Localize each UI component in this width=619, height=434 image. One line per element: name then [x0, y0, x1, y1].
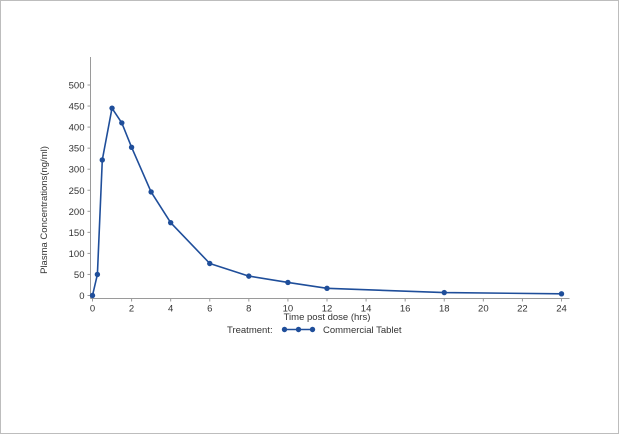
- data-point: [128, 144, 135, 151]
- legend: Treatment: Commercial Tablet: [227, 325, 402, 336]
- legend-marker: [281, 326, 288, 333]
- axes: [90, 57, 570, 299]
- y-tick-label: 350: [69, 144, 85, 155]
- legend-marker: [295, 326, 302, 333]
- y-tick-label: 400: [69, 123, 85, 134]
- y-axis-ticks: 0 50 100 150 200 250 300 350 400 450 500: [69, 81, 91, 302]
- y-tick-label: 150: [69, 228, 85, 239]
- data-point: [207, 260, 213, 267]
- y-tick-label: 50: [74, 270, 85, 281]
- data-point: [324, 285, 330, 292]
- x-tick-label: 0: [90, 304, 95, 315]
- data-point: [89, 292, 96, 299]
- data-point: [167, 219, 174, 226]
- y-tick-label: 450: [69, 102, 85, 113]
- y-tick-label: 500: [69, 81, 85, 92]
- data-point: [558, 291, 565, 297]
- y-tick-label: 300: [69, 165, 85, 176]
- y-tick-label: 100: [69, 249, 85, 260]
- x-tick-label: 18: [439, 304, 450, 315]
- data-point: [99, 157, 105, 163]
- legend-swatch: [281, 326, 316, 333]
- x-tick-label: 24: [556, 304, 567, 315]
- data-point: [285, 279, 291, 286]
- y-tick-label: 200: [69, 207, 85, 218]
- series-group: [89, 105, 565, 299]
- x-tick-label: 16: [400, 304, 411, 315]
- data-point: [441, 289, 447, 296]
- x-tick-label: 2: [129, 304, 134, 315]
- legend-series-label: Commercial Tablet: [323, 325, 402, 336]
- y-axis-title: Plasma Concentrations(ng/ml): [39, 146, 50, 274]
- data-point: [148, 189, 154, 195]
- x-axis-ticks: 0 2 4 6 8 10 12 14 16 18 20 22 24: [90, 298, 567, 315]
- x-tick-label: 10: [283, 304, 294, 315]
- x-tick-label: 20: [478, 304, 489, 315]
- data-point: [109, 105, 115, 111]
- x-tick-label: 14: [361, 304, 372, 315]
- x-tick-label: 6: [207, 304, 212, 315]
- data-point: [246, 273, 252, 279]
- x-axis-title: Time post dose (hrs): [284, 312, 371, 323]
- series-line: [91, 107, 562, 296]
- y-tick-label: 0: [79, 291, 84, 302]
- y-tick-label: 250: [69, 186, 85, 197]
- x-tick-label: 12: [322, 304, 333, 315]
- x-tick-label: 8: [246, 304, 251, 315]
- data-point: [119, 120, 125, 126]
- x-tick-label: 4: [168, 304, 173, 315]
- legend-title: Treatment:: [227, 325, 273, 336]
- x-tick-label: 22: [517, 304, 528, 315]
- legend-marker: [309, 326, 316, 333]
- data-point: [94, 271, 101, 278]
